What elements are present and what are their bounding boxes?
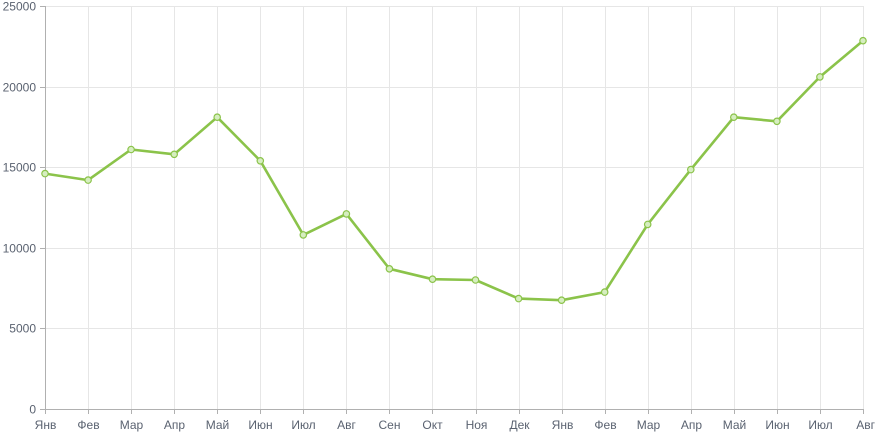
data-point[interactable] <box>859 36 867 45</box>
x-tick-label: Дек <box>509 418 530 432</box>
x-tick-label: Июн <box>765 418 789 432</box>
x-tick-label: Май <box>206 418 230 432</box>
data-point[interactable] <box>170 150 179 159</box>
x-tick-label: Июл <box>291 418 315 432</box>
x-tick-label: Фев <box>594 418 616 432</box>
y-tick-label: 5000 <box>9 322 36 336</box>
y-tick-label: 10000 <box>3 242 37 256</box>
data-point[interactable] <box>256 157 265 165</box>
y-axis-ticks: 0 5000 10000 15000 20000 25000 <box>3 0 45 417</box>
data-point[interactable] <box>213 113 222 122</box>
y-tick-label: 25000 <box>3 0 37 14</box>
x-tick-label: Апр <box>164 418 186 432</box>
data-point[interactable] <box>342 210 351 218</box>
data-point[interactable] <box>643 220 652 229</box>
data-point[interactable] <box>686 165 695 174</box>
y-tick-label: 15000 <box>3 161 37 175</box>
y-tick-label: 0 <box>29 403 36 417</box>
data-point[interactable] <box>557 296 566 305</box>
x-tick-label: Авг <box>856 418 875 432</box>
axes <box>45 6 863 410</box>
x-tick-label: Янв <box>552 418 574 432</box>
data-point[interactable] <box>127 145 135 154</box>
x-tick-label: Окт <box>422 418 443 432</box>
series-line <box>43 39 865 302</box>
x-axis-ticks: Янв Фев Мар Апр Май Июн Июл Авг Сен Окт Ноя Дек Янв Ф… <box>35 409 876 432</box>
data-point[interactable] <box>299 231 308 239</box>
x-tick-label: Ноя <box>466 418 488 432</box>
x-tick-label: Мар <box>120 418 144 432</box>
series-group <box>43 39 865 302</box>
data-point[interactable] <box>385 264 394 273</box>
x-gridlines <box>88 6 864 409</box>
data-point[interactable] <box>84 176 92 184</box>
data-point[interactable] <box>729 113 738 122</box>
x-tick-label: Мар <box>637 418 661 432</box>
x-tick-label: Июн <box>248 418 272 432</box>
y-gridlines <box>45 6 863 329</box>
y-tick-label: 20000 <box>3 81 37 95</box>
x-tick-label: Янв <box>35 418 57 432</box>
x-tick-label: Апр <box>681 418 703 432</box>
x-tick-label: Авг <box>337 418 356 432</box>
x-tick-label: Фев <box>77 418 99 432</box>
data-point[interactable] <box>514 294 523 303</box>
data-point[interactable] <box>600 288 609 296</box>
data-point[interactable] <box>428 275 437 284</box>
x-tick-label: Май <box>723 418 747 432</box>
data-point[interactable] <box>41 169 49 178</box>
data-point[interactable] <box>773 117 781 126</box>
data-point[interactable] <box>816 73 824 81</box>
x-tick-label: Июл <box>808 418 832 432</box>
points-group <box>41 36 867 305</box>
data-point[interactable] <box>471 276 480 284</box>
x-tick-label: Сен <box>379 418 401 432</box>
